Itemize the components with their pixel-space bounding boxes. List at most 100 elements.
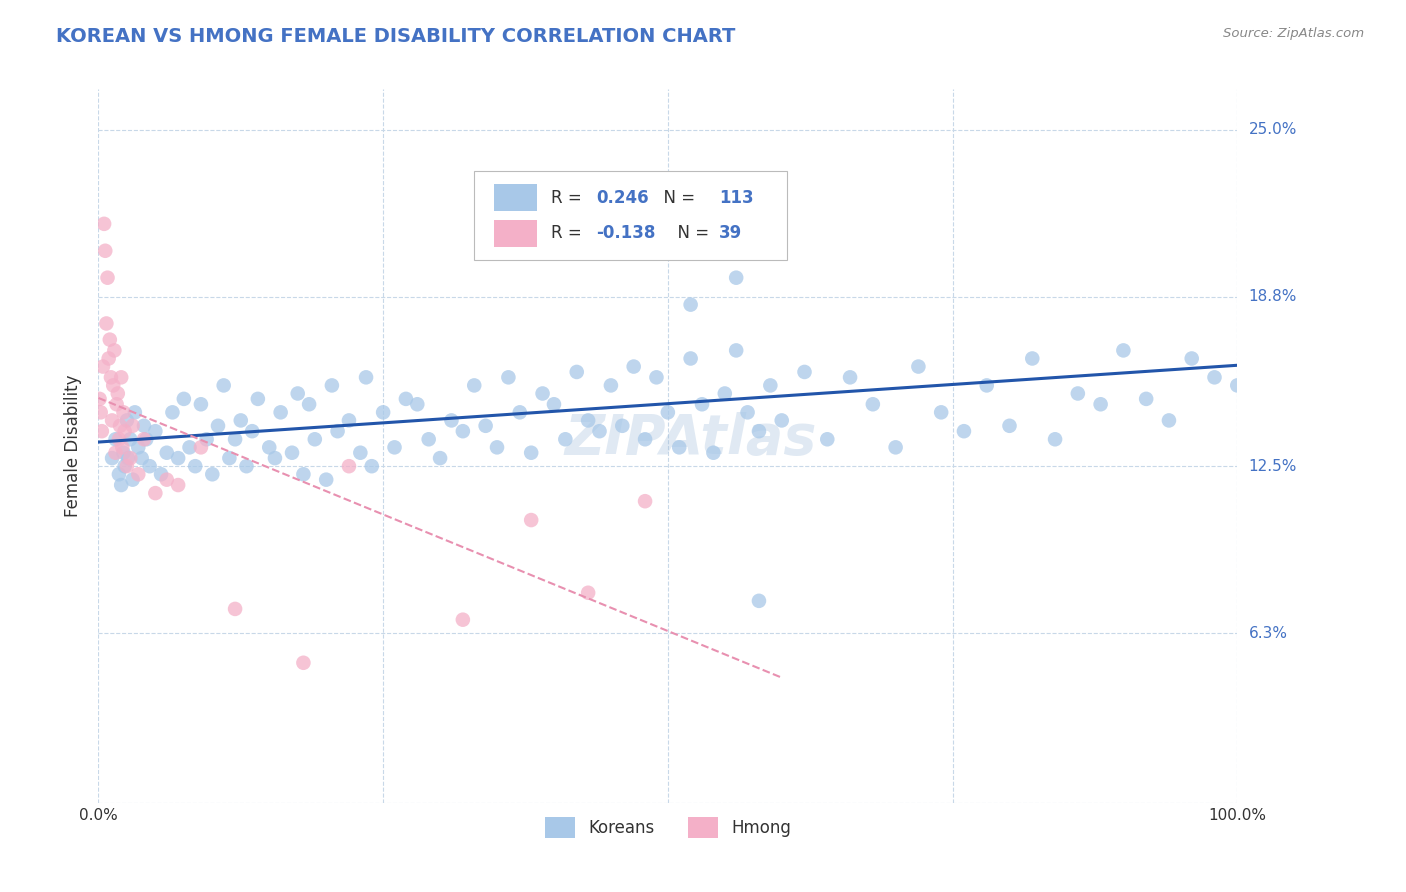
- Text: Source: ZipAtlas.com: Source: ZipAtlas.com: [1223, 27, 1364, 40]
- Text: -0.138: -0.138: [596, 225, 655, 243]
- Point: [287, 386, 309, 401]
- Point: [298, 397, 321, 411]
- Point: [240, 424, 263, 438]
- Point: [725, 343, 748, 358]
- Point: [770, 413, 793, 427]
- Point: [138, 459, 160, 474]
- Point: [588, 424, 610, 438]
- Point: [612, 209, 634, 223]
- Point: [371, 405, 394, 419]
- Point: [195, 432, 218, 446]
- Point: [929, 405, 952, 419]
- Point: [98, 333, 121, 347]
- Point: [145, 486, 167, 500]
- Point: [600, 378, 623, 392]
- Point: [89, 392, 111, 406]
- Point: [451, 424, 474, 438]
- Point: [509, 405, 531, 419]
- Point: [179, 441, 201, 455]
- Point: [100, 370, 122, 384]
- Point: [884, 441, 907, 455]
- Point: [520, 446, 543, 460]
- Point: [657, 190, 679, 204]
- Text: KOREAN VS HMONG FEMALE DISABILITY CORRELATION CHART: KOREAN VS HMONG FEMALE DISABILITY CORREL…: [56, 27, 735, 45]
- Text: 25.0%: 25.0%: [1249, 122, 1296, 137]
- Text: ZIPAtlas: ZIPAtlas: [564, 412, 817, 467]
- Point: [127, 441, 149, 455]
- Point: [1181, 351, 1204, 366]
- Point: [246, 392, 269, 406]
- Point: [576, 413, 599, 427]
- Point: [121, 418, 143, 433]
- Text: N =: N =: [652, 189, 700, 207]
- Point: [124, 405, 146, 419]
- Point: [554, 432, 576, 446]
- Point: [218, 451, 240, 466]
- Point: [815, 432, 838, 446]
- Point: [315, 473, 337, 487]
- Point: [190, 441, 212, 455]
- Point: [725, 270, 748, 285]
- Point: [588, 235, 610, 250]
- Point: [207, 418, 229, 433]
- Point: [679, 298, 702, 312]
- Point: [145, 424, 167, 438]
- Point: [292, 656, 315, 670]
- Point: [229, 413, 252, 427]
- Point: [862, 397, 884, 411]
- Point: [337, 413, 360, 427]
- Point: [132, 432, 155, 446]
- Point: [115, 413, 138, 427]
- Legend: Koreans, Hmong: Koreans, Hmong: [538, 811, 797, 845]
- Point: [634, 494, 657, 508]
- Point: [167, 451, 190, 466]
- Point: [259, 441, 281, 455]
- Point: [112, 446, 135, 460]
- Point: [135, 432, 157, 446]
- Point: [108, 432, 131, 446]
- Point: [679, 351, 702, 366]
- Point: [998, 418, 1021, 433]
- Point: [96, 270, 118, 285]
- Point: [173, 392, 195, 406]
- Point: [167, 478, 190, 492]
- Point: [104, 432, 127, 446]
- Point: [645, 370, 668, 384]
- Point: [156, 473, 179, 487]
- Point: [184, 459, 207, 474]
- Point: [395, 392, 418, 406]
- Point: [114, 424, 136, 438]
- Point: [1204, 370, 1226, 384]
- Text: 12.5%: 12.5%: [1249, 458, 1296, 474]
- Point: [224, 432, 246, 446]
- Point: [105, 397, 128, 411]
- Point: [94, 244, 117, 258]
- Point: [110, 478, 132, 492]
- Point: [634, 432, 657, 446]
- Point: [748, 594, 770, 608]
- Point: [131, 451, 153, 466]
- Point: [1021, 351, 1043, 366]
- Point: [103, 378, 125, 392]
- Point: [326, 424, 349, 438]
- Point: [110, 370, 132, 384]
- Point: [657, 405, 679, 419]
- FancyBboxPatch shape: [474, 171, 787, 260]
- Y-axis label: Female Disability: Female Disability: [65, 375, 83, 517]
- Point: [612, 418, 634, 433]
- Point: [1043, 432, 1066, 446]
- Point: [156, 446, 179, 460]
- Text: R =: R =: [551, 225, 586, 243]
- Point: [337, 459, 360, 474]
- Point: [702, 446, 724, 460]
- Point: [107, 386, 129, 401]
- Point: [90, 405, 112, 419]
- Point: [1157, 413, 1180, 427]
- Point: [440, 413, 463, 427]
- Point: [759, 378, 782, 392]
- Point: [91, 359, 114, 374]
- Point: [1112, 343, 1135, 358]
- Point: [120, 432, 142, 446]
- Point: [1090, 397, 1112, 411]
- Point: [212, 378, 235, 392]
